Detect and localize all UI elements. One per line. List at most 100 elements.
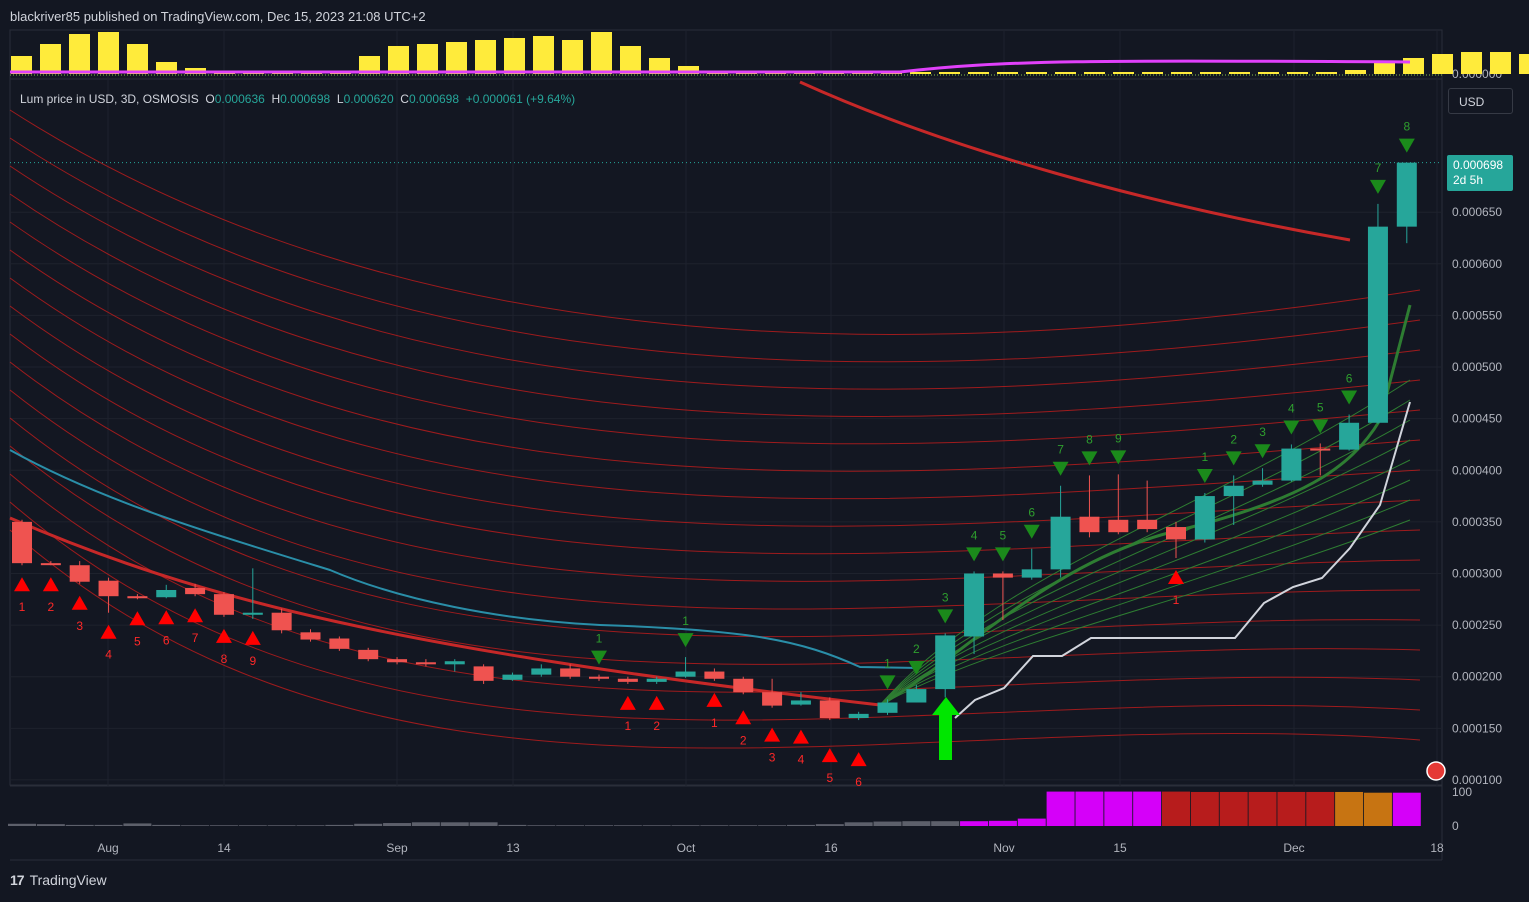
volume-bar bbox=[873, 821, 902, 826]
top-hist-bar bbox=[98, 32, 119, 74]
candle-body bbox=[242, 612, 263, 615]
open-value: 0.000636 bbox=[214, 92, 265, 106]
bear-setup-arrow bbox=[42, 577, 59, 592]
top-hist-bar bbox=[1055, 72, 1076, 74]
top-hist-bar bbox=[1403, 58, 1424, 74]
volume-bar bbox=[815, 824, 844, 826]
change-value: +0.000061 (+9.64%) bbox=[465, 92, 576, 106]
candle-body bbox=[156, 590, 177, 598]
bull-setup-arrow bbox=[1225, 451, 1242, 466]
bull-setup-arrow bbox=[879, 675, 896, 690]
y-tick-label: 0.000100 bbox=[1452, 773, 1502, 787]
ribbon-curve bbox=[9, 417, 1421, 638]
candle-body bbox=[675, 671, 696, 677]
bull-setup-arrow bbox=[1398, 138, 1415, 153]
candle-body bbox=[12, 521, 32, 564]
top-histogram bbox=[11, 32, 1529, 74]
green-fan-line bbox=[879, 479, 1411, 706]
bull-count-label: 1 bbox=[682, 614, 689, 628]
top-hist-bar bbox=[1432, 54, 1453, 74]
top-hist-bar bbox=[1519, 54, 1529, 74]
top-hist-bar bbox=[649, 58, 670, 74]
top-hist-bar bbox=[997, 72, 1018, 74]
candle-body bbox=[1367, 226, 1388, 423]
bear-setup-arrow bbox=[158, 610, 175, 625]
top-hist-bar bbox=[1345, 70, 1366, 74]
bear-setup-arrow bbox=[215, 628, 232, 643]
top-hist-bar bbox=[1287, 72, 1308, 74]
candle-body bbox=[185, 587, 206, 595]
x-tick-label: Oct bbox=[677, 841, 696, 855]
volume-bar bbox=[1306, 791, 1335, 826]
bull-count-label: 5 bbox=[1317, 400, 1324, 414]
top-hist-bar bbox=[620, 46, 641, 74]
bull-setup-arrow bbox=[1023, 524, 1040, 539]
close-label: C bbox=[400, 92, 409, 106]
candle-body bbox=[1050, 516, 1071, 570]
top-hist-bar bbox=[359, 56, 380, 74]
volume-bar bbox=[1248, 791, 1277, 826]
volume-bar bbox=[1046, 791, 1075, 826]
bear-count-label: 4 bbox=[798, 753, 805, 767]
candle-body bbox=[358, 649, 379, 660]
y-tick-label: 0.000200 bbox=[1452, 670, 1502, 684]
x-tick-label: Sep bbox=[386, 841, 408, 855]
candle-body bbox=[906, 689, 927, 703]
top-hist-bar bbox=[1374, 62, 1395, 74]
candle-body bbox=[271, 612, 292, 631]
candle-body bbox=[790, 700, 811, 705]
y-tick-label: 0.000300 bbox=[1452, 566, 1502, 580]
currency-button[interactable]: USD bbox=[1448, 88, 1513, 114]
green-fan-line bbox=[879, 519, 1411, 706]
green-fan-line bbox=[879, 439, 1411, 706]
bear-setup-arrow bbox=[619, 695, 636, 710]
volume-bars bbox=[8, 791, 1421, 826]
y-tick-label: 0.000500 bbox=[1452, 360, 1502, 374]
ribbon-curve bbox=[9, 305, 1421, 527]
x-tick-label: 16 bbox=[824, 841, 838, 855]
volume-tick-label: 100 bbox=[1452, 785, 1472, 799]
low-value: 0.000620 bbox=[343, 92, 394, 106]
volume-bar bbox=[729, 825, 758, 826]
ribbon-curve bbox=[9, 109, 1421, 335]
footer-brand[interactable]: 17 TradingView bbox=[10, 872, 107, 888]
ribbon-curve bbox=[9, 137, 1421, 363]
candle-body bbox=[762, 692, 783, 706]
volume-bar bbox=[123, 823, 152, 826]
x-tick-label: 15 bbox=[1113, 841, 1127, 855]
volume-bar bbox=[1190, 791, 1219, 826]
candle-body bbox=[1339, 422, 1360, 450]
top-hist-bar bbox=[504, 38, 525, 74]
candle-body bbox=[733, 678, 754, 693]
top-hist-bar bbox=[591, 32, 612, 74]
candle-body bbox=[1166, 527, 1186, 540]
bear-setup-arrow bbox=[821, 748, 838, 763]
volume-bar bbox=[556, 825, 585, 826]
bear-count-label: 1 bbox=[711, 716, 718, 730]
bear-setup-arrow bbox=[71, 595, 88, 610]
us-flag-icon bbox=[1426, 761, 1446, 781]
bear-count-label: 3 bbox=[76, 619, 83, 633]
candle-body bbox=[964, 573, 985, 637]
top-hist-bar bbox=[1316, 72, 1337, 74]
y-tick-label: 0.000550 bbox=[1452, 308, 1502, 322]
volume-bar bbox=[786, 824, 815, 826]
volume-bar bbox=[1162, 791, 1190, 826]
bear-count-label: 5 bbox=[826, 771, 833, 785]
x-tick-label: 18 bbox=[1430, 841, 1444, 855]
volume-bar bbox=[527, 825, 556, 826]
bull-setup-arrow bbox=[994, 547, 1011, 562]
bear-count-label: 1 bbox=[1173, 593, 1180, 607]
candle-body bbox=[415, 662, 436, 665]
bull-count-label: 1 bbox=[1202, 450, 1209, 464]
candle-body bbox=[560, 668, 581, 677]
volume-bar bbox=[1392, 792, 1421, 826]
symbol-title: Lum price in USD, 3D, OSMOSIS bbox=[20, 92, 199, 106]
top-hist-bar bbox=[69, 34, 90, 74]
candle-body bbox=[1021, 569, 1042, 578]
top-hist-bar bbox=[1084, 72, 1105, 74]
volume-bar bbox=[1075, 791, 1104, 826]
bear-count-label: 2 bbox=[740, 733, 747, 747]
candle-body bbox=[127, 596, 148, 599]
